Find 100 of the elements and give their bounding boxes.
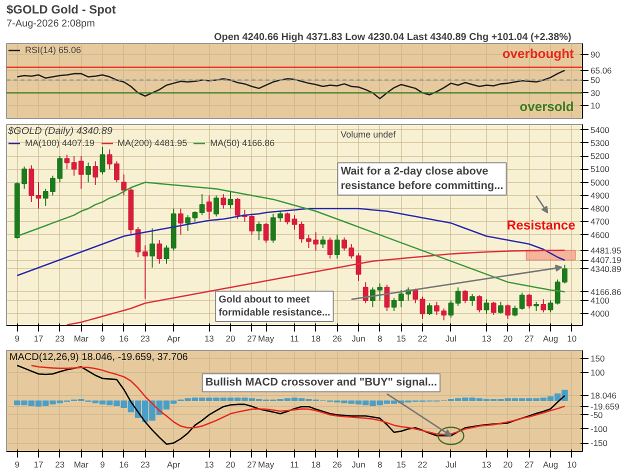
- y-tick-label: 100: [590, 368, 605, 378]
- x-tick-label: 16: [119, 460, 129, 470]
- x-tick-label: 11: [290, 334, 300, 344]
- candlestick: [434, 301, 440, 316]
- candlestick: [455, 286, 461, 306]
- candlestick: [512, 305, 518, 317]
- y-tick-label: 4800: [590, 204, 610, 214]
- candlestick: [327, 236, 333, 259]
- candlestick: [256, 221, 262, 241]
- x-tick-label: 27: [524, 460, 534, 470]
- candlestick: [334, 234, 340, 259]
- x-tick-label: 27: [524, 334, 534, 344]
- x-tick-label: Mar: [74, 334, 89, 344]
- x-tick-label: 27: [247, 334, 257, 344]
- x-tick-label: 9: [14, 334, 20, 344]
- x-tick-label: 11: [290, 460, 300, 470]
- candlestick: [470, 293, 475, 306]
- candlestick: [206, 194, 212, 220]
- candlestick: [86, 162, 91, 183]
- candlestick: [150, 228, 155, 268]
- x-tick-label: 23: [55, 334, 65, 344]
- candlestick: [548, 300, 554, 313]
- annotation: Wait for a 2-day close above resistance before committing...: [340, 166, 504, 192]
- x-tick-label: Jun: [352, 460, 366, 470]
- annotation: Volume undef: [340, 130, 396, 140]
- x-tick-label: May: [258, 334, 275, 344]
- candlestick: [234, 198, 240, 220]
- candlestick: [178, 208, 184, 236]
- candlestick: [214, 194, 219, 217]
- x-tick-label: 15: [396, 334, 406, 344]
- candlestick: [156, 240, 162, 264]
- candlestick: [292, 214, 298, 230]
- x-tick-label: 18: [311, 460, 321, 470]
- candlestick: [505, 304, 511, 320]
- candlestick: [490, 301, 496, 316]
- y-tick-label: 4166.86: [590, 286, 622, 297]
- candlestick: [519, 292, 525, 310]
- x-tick-label: 23: [140, 460, 150, 470]
- x-tick-label: 20: [226, 334, 236, 344]
- candlestick: [342, 236, 347, 252]
- y-tick-label: 65.06: [590, 65, 612, 76]
- y-tick-label: -100: [590, 424, 608, 434]
- x-tick-label: Apr: [166, 460, 180, 470]
- x-tick-label: 17: [34, 334, 44, 344]
- x-tick-label: 17: [34, 460, 44, 470]
- x-tick-label: 20: [503, 460, 513, 470]
- candlestick: [420, 296, 426, 320]
- candlestick: [384, 284, 390, 312]
- line-series: [16, 70, 566, 100]
- y-tick-label: 5400: [590, 124, 610, 135]
- y-tick-label: 18.046: [590, 390, 617, 401]
- x-tick-label: Aug: [542, 460, 558, 470]
- annotation: Bullish MACD crossover and "BUY" signal...: [205, 376, 438, 389]
- candlestick: [100, 146, 106, 175]
- y-tick-label: 4900: [590, 190, 610, 200]
- candlestick: [484, 298, 490, 314]
- x-tick-label: 13: [204, 334, 214, 344]
- legend-label: MA(200) 4481.95: [118, 138, 188, 148]
- candlestick: [220, 194, 226, 210]
- y-tick-label: 4000: [590, 308, 610, 319]
- x-tick-label: Jul: [446, 334, 456, 344]
- candlestick: [426, 302, 432, 316]
- candlestick: [249, 213, 255, 236]
- x-tick-label: 9: [100, 334, 106, 344]
- y-tick-label: 4407.19: [590, 255, 622, 266]
- x-tick-label: 9: [100, 460, 106, 470]
- candlestick: [441, 308, 447, 321]
- ref-line-label: overbought: [502, 46, 575, 62]
- line-series: [66, 250, 566, 326]
- candlestick: [498, 301, 504, 314]
- candlestick: [348, 244, 354, 259]
- x-tick-label: 9: [14, 460, 20, 470]
- x-tick-label: 23: [140, 334, 150, 344]
- candlestick: [64, 154, 70, 170]
- candlestick: [121, 174, 127, 196]
- y-tick-label: -150: [590, 438, 608, 448]
- x-tick-label: 8: [377, 334, 382, 344]
- candlestick: [534, 301, 539, 312]
- legend-label: MA(100) 4407.19: [25, 138, 95, 148]
- y-tick-label: 10: [590, 100, 600, 111]
- x-tick-label: Apr: [166, 334, 180, 344]
- y-tick-label: 30: [590, 88, 600, 98]
- x-tick-label: 26: [332, 460, 342, 470]
- x-tick-label: May: [258, 460, 275, 470]
- x-tick-label: 27: [247, 460, 257, 470]
- y-tick-label: 5300: [590, 138, 610, 148]
- candlestick: [540, 298, 546, 313]
- x-tick-label: 20: [503, 334, 513, 344]
- candlestick: [377, 282, 383, 302]
- y-tick-label: 4481.95: [590, 245, 622, 256]
- y-tick-label: -19.659: [590, 401, 620, 412]
- x-tick-label: 15: [396, 460, 406, 470]
- y-tick-label: 4600: [590, 230, 610, 240]
- x-tick-label: 26: [332, 334, 342, 344]
- x-tick-label: 13: [204, 460, 214, 470]
- candlestick: [199, 194, 205, 216]
- x-tick-label: Jul: [446, 460, 456, 470]
- x-tick-label: 8: [377, 460, 382, 470]
- annotation: Gold about to meet formidable resistance...: [218, 294, 331, 318]
- candlestick: [362, 282, 368, 304]
